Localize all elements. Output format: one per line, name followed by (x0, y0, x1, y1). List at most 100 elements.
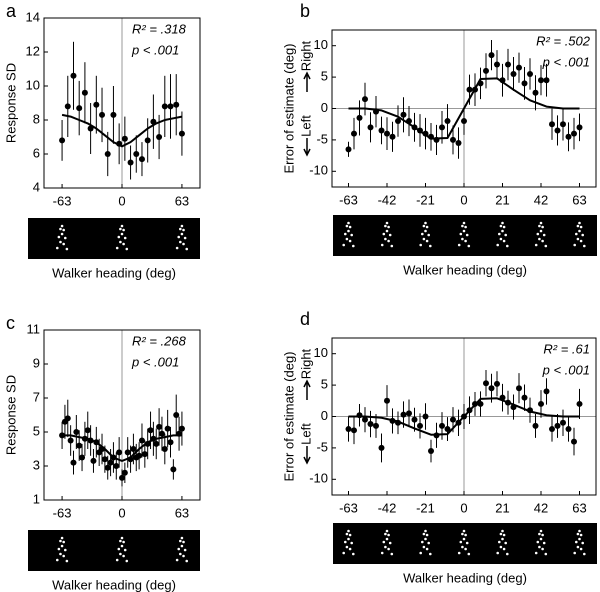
x-tick-label: 0 (118, 193, 125, 208)
walker-dot (123, 548, 127, 552)
walker-dot (499, 237, 503, 241)
data-point (554, 127, 561, 134)
data-point (124, 449, 131, 456)
data-point (395, 118, 401, 125)
annotation: p < .001 (542, 54, 590, 69)
walker-dot (502, 533, 506, 537)
walker-dot (427, 541, 431, 545)
data-point (439, 124, 445, 131)
walker-dot (579, 547, 583, 551)
data-point (64, 415, 71, 422)
data-point (101, 456, 108, 463)
data-point (494, 380, 500, 387)
x-tick-label: 63 (572, 192, 586, 207)
walker-dot (119, 552, 122, 556)
data-point (161, 103, 168, 110)
walker-dot (179, 227, 182, 231)
annotation: p < .001 (542, 362, 590, 377)
walker-dot (538, 237, 541, 241)
data-point (439, 422, 445, 429)
walker-dot (385, 529, 389, 533)
walker-dot (502, 225, 506, 229)
walker-dot (65, 559, 69, 563)
data-point (76, 442, 83, 449)
walker-dot (578, 221, 581, 225)
direction-label: Left (298, 423, 313, 445)
walker-dot (185, 247, 189, 251)
walker-dot (180, 224, 184, 228)
walker-dot (62, 554, 65, 558)
walker-dot (501, 529, 504, 533)
walker-dot (465, 541, 469, 545)
walker-dot (573, 243, 576, 247)
annotation: R² = .502 (536, 33, 591, 48)
walker-dot (542, 541, 546, 545)
x-tick-label: -63 (339, 500, 358, 515)
walker-dot (120, 232, 124, 236)
walker-dot (185, 559, 189, 563)
y-tick-label: 14 (26, 9, 40, 24)
walker-dot (345, 545, 349, 549)
y-tick-label: -5 (316, 439, 328, 454)
walker-dot (501, 229, 504, 233)
walker-dot (422, 224, 426, 228)
walker-dot (499, 545, 503, 549)
walker-dot (384, 237, 387, 241)
walker-dot (347, 221, 350, 225)
walker-dot (55, 246, 59, 250)
walker-dot (576, 532, 580, 536)
walker-dot (425, 533, 429, 537)
y-tick-label: 5 (321, 377, 328, 392)
data-point (104, 151, 111, 157)
fit-curve (348, 77, 580, 140)
walker-dot (461, 532, 464, 536)
walker-dot (119, 539, 122, 543)
walker-dot (342, 243, 346, 247)
data-point (466, 86, 473, 93)
walker-dot (424, 221, 427, 225)
data-point (70, 459, 77, 466)
x-tick-label: -42 (378, 500, 397, 515)
walker-dot (388, 541, 392, 545)
walker-dot (385, 229, 389, 233)
data-point (505, 61, 511, 68)
data-point (400, 411, 407, 418)
data-point (173, 101, 180, 108)
walker-dot (382, 232, 386, 236)
data-point (444, 426, 451, 433)
data-point (378, 444, 385, 451)
data-point (560, 121, 566, 128)
walker-dot (387, 533, 390, 537)
data-point (79, 454, 86, 461)
walker-dot (541, 547, 544, 551)
data-point (450, 136, 456, 143)
data-point (576, 400, 583, 407)
data-point (84, 427, 91, 434)
walker-dot (506, 244, 509, 248)
walker-dot (380, 551, 384, 555)
walker-dot (62, 228, 65, 232)
data-point (516, 385, 522, 392)
data-point (161, 446, 168, 452)
walker-dot (115, 246, 119, 250)
walker-dot (539, 529, 543, 533)
data-point (417, 422, 423, 429)
walker-dot (60, 536, 64, 540)
data-point (130, 446, 137, 452)
data-point (144, 137, 151, 144)
y-axis-label: Error of estimate (deg) (281, 351, 296, 481)
walker-dot (350, 541, 354, 545)
walker-dot (419, 243, 423, 247)
walker-dot (536, 540, 540, 544)
walker-dot (117, 235, 121, 239)
data-point (532, 422, 539, 429)
data-point (532, 89, 539, 96)
walker-dot (467, 552, 471, 556)
data-point (362, 96, 368, 103)
walker-dot (175, 246, 179, 250)
walker-dot (180, 544, 184, 548)
annotation: R² = .318 (132, 21, 187, 36)
walker-dot (464, 239, 467, 243)
data-point (488, 52, 495, 59)
